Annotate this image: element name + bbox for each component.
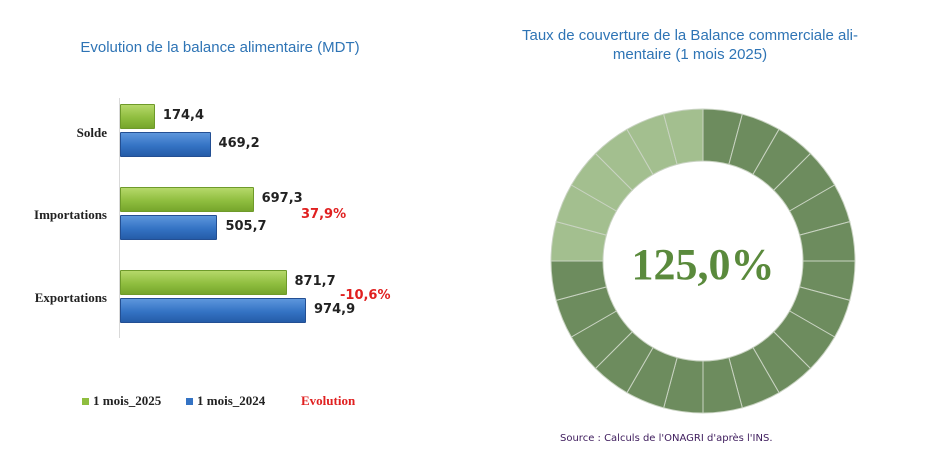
bar-chart-title: Evolution de la balance alimentaire (MDT… xyxy=(80,39,360,56)
legend-item-2025: 1 mois_2025 xyxy=(82,393,161,409)
value-label-exportations-2024: 974,9 xyxy=(314,302,356,317)
bar-chart-axis xyxy=(119,98,120,338)
bar-exportations-2025 xyxy=(120,270,287,295)
donut-center-label: 125,0% xyxy=(632,240,775,289)
legend-item-evolution: Evolution xyxy=(301,393,355,409)
legend-swatch-2025 xyxy=(82,397,89,405)
donut-chart: 125,0% xyxy=(550,108,856,414)
donut-chart-title: Taux de couverture de la Balance commerc… xyxy=(522,27,858,63)
category-label-importations: Importations xyxy=(34,207,107,222)
legend-item-2024: 1 mois_2024 xyxy=(186,393,265,409)
bar-importations-2024 xyxy=(120,215,218,240)
value-label-importations-2024: 505,7 xyxy=(225,219,267,234)
source-note: Source : Calculs de l'ONAGRI d'après l'I… xyxy=(560,433,773,444)
legend-label-2024: 1 mois_2024 xyxy=(197,393,266,408)
value-label-importations-2025: 697,3 xyxy=(261,191,303,206)
value-label-solde-2025: 174,4 xyxy=(162,108,205,123)
category-label-exportations: Exportations xyxy=(34,290,107,305)
bar-exportations-2024 xyxy=(120,298,306,323)
evolution-label-importations: 37,9% xyxy=(301,207,347,222)
value-label-exportations-2025: 871,7 xyxy=(294,274,336,289)
bar-solde-2024 xyxy=(120,132,211,157)
value-label-solde-2024: 469,2 xyxy=(218,136,260,151)
donut-segment-excess-23 xyxy=(663,108,704,166)
legend-swatch-2024 xyxy=(186,397,193,405)
legend-label-2025: 1 mois_2025 xyxy=(93,393,162,408)
evolution-label-exportations: -10,6% xyxy=(340,288,391,303)
bar-solde-2025 xyxy=(120,104,155,129)
legend-label-evolution: Evolution xyxy=(301,393,356,408)
bar-importations-2025 xyxy=(120,187,254,212)
category-label-solde: Solde xyxy=(76,125,107,140)
